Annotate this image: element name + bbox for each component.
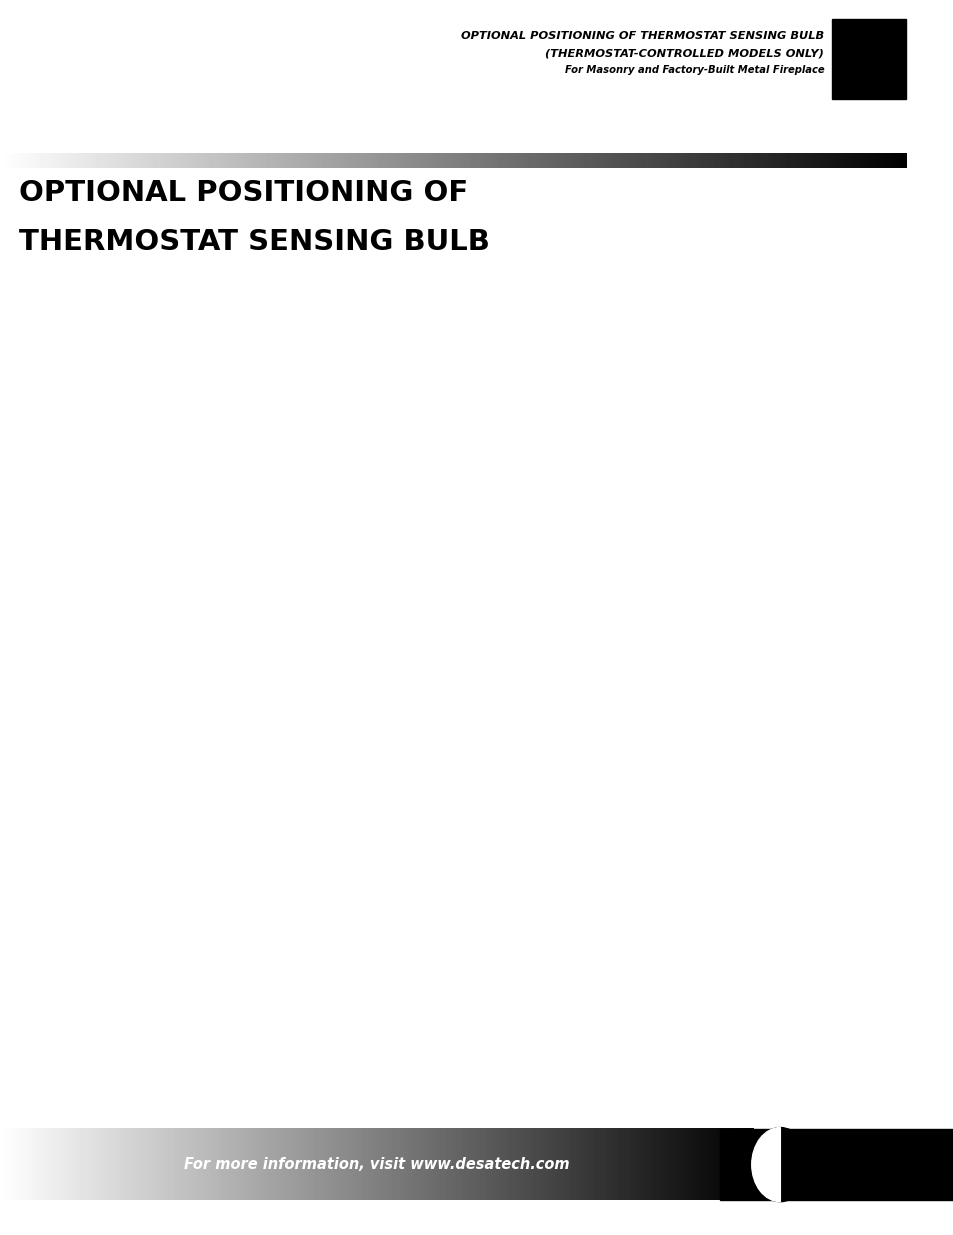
Circle shape	[751, 1128, 808, 1202]
Bar	[720, 1129, 953, 1200]
Bar	[831, 19, 905, 99]
Text: OPTIONAL POSITIONING OF: OPTIONAL POSITIONING OF	[19, 179, 468, 207]
Text: For Masonry and Factory-Built Metal Fireplace: For Masonry and Factory-Built Metal Fire…	[564, 65, 823, 75]
Text: THERMOSTAT SENSING BULB: THERMOSTAT SENSING BULB	[19, 228, 490, 257]
Text: ESA: ESA	[813, 1144, 910, 1186]
Text: (THERMOSTAT-CONTROLLED MODELS ONLY): (THERMOSTAT-CONTROLLED MODELS ONLY)	[545, 48, 823, 58]
Text: For more information, visit www.desatech.com: For more information, visit www.desatech…	[184, 1157, 569, 1172]
Text: OPTIONAL POSITIONING OF THERMOSTAT SENSING BULB: OPTIONAL POSITIONING OF THERMOSTAT SENSI…	[460, 31, 823, 41]
Wedge shape	[751, 1128, 780, 1202]
